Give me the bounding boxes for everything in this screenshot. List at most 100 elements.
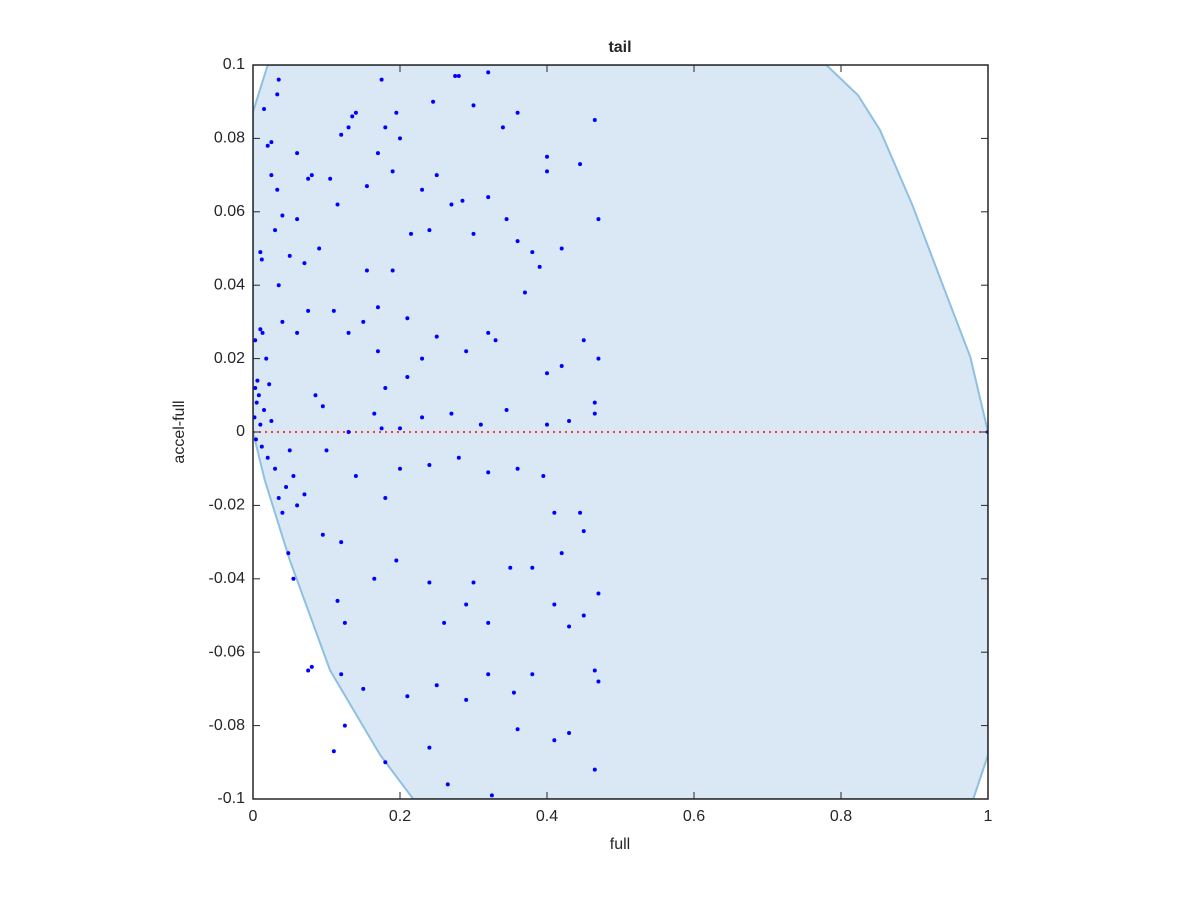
data-point [339,540,344,545]
data-point [434,683,439,688]
data-point [545,422,549,427]
data-point [545,169,549,174]
data-point [434,334,439,339]
data-point [567,730,572,735]
data-point [306,308,311,313]
data-point [596,679,601,684]
data-point [383,496,388,501]
x-tick-label: 0.4 [536,808,558,825]
data-point [284,485,289,490]
chart-title: tail [608,39,631,56]
data-point [335,202,340,207]
data-point [442,620,447,625]
data-point [253,437,258,442]
data-point [379,426,384,431]
data-point [346,330,351,335]
data-point [471,103,476,108]
data-point [295,330,300,335]
data-point [320,532,325,537]
data-point [256,393,261,398]
y-tick-label: 0.04 [214,276,245,293]
data-point [592,118,597,123]
y-tick-label: 0.02 [214,350,245,367]
data-point [350,114,355,119]
y-tick-label: -0.06 [209,643,246,660]
data-point [269,173,274,178]
axes: 0 0.2 0.4 0.6 0.8 1 -0.1 -0.08 -0.06 -0.04 -0.02 0 0… [209,56,993,825]
data-point [478,422,483,427]
y-tick-label: 0.1 [223,56,245,73]
data-point [390,169,395,174]
data-point [592,767,597,772]
data-point [273,466,278,471]
data-point [342,723,347,728]
data-point [302,492,307,497]
data-point [405,694,410,699]
data-point [264,356,269,361]
data-point [453,74,458,79]
data-point [504,407,509,412]
data-point [567,624,572,629]
data-point [267,382,272,387]
data-point [493,338,498,343]
data-point [398,466,402,471]
data-point [375,151,380,156]
data-point [445,782,450,787]
plot-area [253,65,988,799]
data-point [379,77,384,82]
data-point [405,374,410,379]
x-tick-label: 0 [249,808,258,825]
data-point [375,349,380,354]
data-point [295,217,300,222]
data-point [372,576,377,581]
data-point [515,727,520,732]
data-point [515,466,520,471]
data-point [489,793,494,798]
data-point [559,246,564,251]
data-point [291,576,296,581]
x-tick-label: 1 [984,808,993,825]
data-point [434,173,439,178]
data-point [541,474,546,479]
data-point [262,107,267,112]
data-point [581,338,586,343]
data-point [552,738,557,743]
data-point [592,411,597,416]
data-point [390,268,395,273]
data-point [280,319,285,324]
data-point [295,503,300,508]
data-point [409,231,414,236]
data-point [449,411,454,416]
y-tick-label: -0.08 [209,717,246,734]
data-point [258,422,263,427]
data-point [361,686,366,691]
data-point [265,143,270,148]
data-point [346,125,351,130]
data-point [339,132,344,137]
data-point [324,448,329,453]
data-point [464,602,469,607]
data-point [361,319,366,324]
data-point [578,162,583,167]
data-point [427,463,432,468]
y-tick-label: -0.1 [217,790,245,807]
data-point [530,672,535,677]
data-point [255,378,260,383]
x-axis-label: full [610,836,630,853]
data-point [504,217,509,222]
data-point [398,426,402,431]
data-point [578,510,583,515]
data-point [306,176,311,181]
y-tick-label: 0 [236,423,245,440]
data-point [545,154,549,159]
data-point [511,690,516,695]
data-point [581,529,586,534]
data-point [530,250,535,255]
data-point [552,510,557,515]
data-point [486,330,491,335]
data-point [530,565,535,570]
data-point [276,77,281,82]
data-point [596,591,601,596]
data-point [398,136,402,141]
data-point [567,418,572,423]
